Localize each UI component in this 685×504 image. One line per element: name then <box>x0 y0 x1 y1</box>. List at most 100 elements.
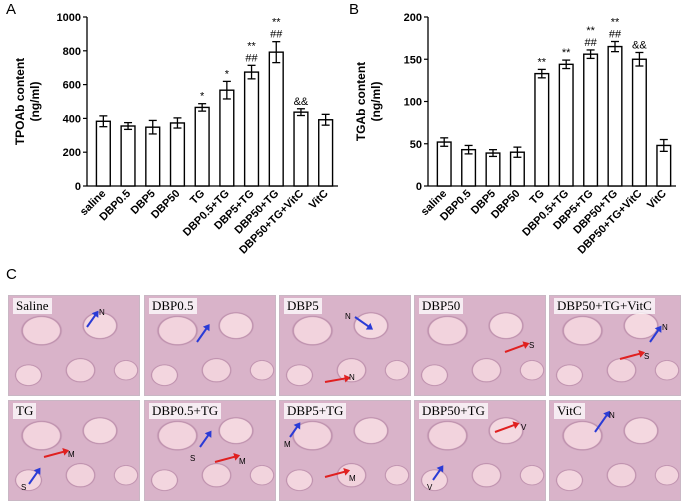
bar <box>120 125 136 187</box>
bar <box>268 51 284 187</box>
histology-mark: M <box>349 474 356 483</box>
bar <box>558 63 574 187</box>
histology-mark: M <box>284 440 291 449</box>
bar <box>194 106 210 187</box>
y-tick-label: 100 <box>404 97 422 109</box>
bar <box>243 71 260 187</box>
histology-mark: S <box>644 352 650 361</box>
significance-label: ## <box>245 52 258 64</box>
y-axis-label: TGAb content(ng/ml) <box>354 62 383 141</box>
bar <box>534 72 550 187</box>
significance-label: && <box>632 39 647 51</box>
histology-image: DBP0.5+TG S M <box>144 400 276 501</box>
blue-arrow-icon <box>86 313 97 328</box>
bar <box>145 126 161 187</box>
significance-label: ** <box>538 56 547 68</box>
blue-arrow-icon <box>199 433 210 448</box>
blue-arrow-icon <box>594 413 609 433</box>
histology-image: DBP0.5 <box>144 295 276 396</box>
y-tick-label: 1000 <box>57 12 81 24</box>
histology-label: DBP0.5+TG <box>149 403 222 419</box>
y-tick-label: 600 <box>63 80 81 92</box>
histology-mark: M <box>239 457 246 466</box>
histology-label: TG <box>13 403 37 419</box>
significance-label: && <box>294 96 309 108</box>
blue-arrow-icon <box>354 316 371 329</box>
significance-label: * <box>200 91 205 103</box>
y-tick-label: 50 <box>410 139 422 151</box>
histology-mark: N <box>662 323 668 332</box>
panel-letter: A <box>6 1 16 18</box>
blue-arrow-icon <box>28 470 39 485</box>
y-tick-label: 0 <box>416 181 422 193</box>
significance-label: ## <box>270 29 283 41</box>
bar <box>607 45 623 187</box>
significance-label: ** <box>562 47 571 59</box>
significance-label: * <box>225 68 230 80</box>
histology-mark: V <box>521 423 527 432</box>
blue-arrow-icon <box>649 328 660 343</box>
blue-arrow-icon <box>289 424 299 438</box>
x-tick-label: TG <box>188 188 207 207</box>
histology-mark: M <box>68 450 75 459</box>
y-tick-label: 0 <box>75 181 81 193</box>
histology-mark: S <box>190 454 196 463</box>
significance-label: ** <box>247 40 256 52</box>
blue-arrow-icon <box>432 467 442 481</box>
histology-image: DBP5 N N <box>279 295 411 396</box>
significance-label: ** <box>586 25 595 37</box>
red-arrow-icon <box>504 343 527 353</box>
histology-mark: S <box>21 483 27 492</box>
histology-label: DBP50 <box>419 298 464 314</box>
significance-label: ** <box>611 17 620 29</box>
bar <box>95 120 111 187</box>
red-arrow-icon <box>324 470 347 478</box>
histology-mark: V <box>427 483 433 492</box>
x-tick-label: TG <box>528 188 547 207</box>
histology-mark: N <box>99 308 105 317</box>
histology-label: Saline <box>13 298 52 314</box>
bar <box>436 141 452 187</box>
histology-mark: N <box>349 373 355 382</box>
histology-image: VitC N <box>549 400 681 501</box>
blue-arrow-icon <box>196 326 209 343</box>
bar <box>583 53 599 187</box>
bar <box>461 148 477 187</box>
panel-c-label: C <box>6 266 17 283</box>
significance-label: ## <box>609 29 622 41</box>
histology-image: DBP50 S <box>414 295 546 396</box>
bar <box>219 89 235 187</box>
histology-label: DBP0.5 <box>149 298 197 314</box>
significance-label: ## <box>584 37 597 49</box>
y-tick-label: 150 <box>404 54 422 66</box>
histology-mark: S <box>529 341 535 350</box>
histology-label: DBP50+TG <box>419 403 488 419</box>
histology-label: DBP5 <box>284 298 322 314</box>
histology-image: DBP5+TG M M <box>279 400 411 501</box>
histology-image: Saline N <box>8 295 140 396</box>
panel-letter: B <box>349 1 359 18</box>
histology-mark: N <box>609 411 615 420</box>
y-tick-label: 200 <box>404 12 422 24</box>
histology-mark: N <box>345 312 351 321</box>
x-tick-label: VitC <box>307 188 331 212</box>
bar <box>169 122 186 187</box>
bar <box>631 58 647 187</box>
x-tick-label: VitC <box>645 188 669 212</box>
y-tick-label: 800 <box>63 46 81 58</box>
red-arrow-icon <box>494 423 517 433</box>
histology-label: DBP5+TG <box>284 403 347 419</box>
histology-image: DBP50+TG+VitC N S <box>549 295 681 396</box>
red-arrow-icon <box>324 377 347 383</box>
red-arrow-icon <box>214 455 237 463</box>
histology-image: DBP50+TG V V <box>414 400 546 501</box>
bar <box>485 152 501 187</box>
red-arrow-icon <box>619 352 642 360</box>
histology-label: DBP50+TG+VitC <box>554 298 655 314</box>
red-arrow-icon <box>43 450 66 458</box>
significance-label: ** <box>272 17 281 29</box>
bar <box>318 119 334 187</box>
y-tick-label: 200 <box>63 147 81 159</box>
y-tick-label: 400 <box>63 113 81 125</box>
